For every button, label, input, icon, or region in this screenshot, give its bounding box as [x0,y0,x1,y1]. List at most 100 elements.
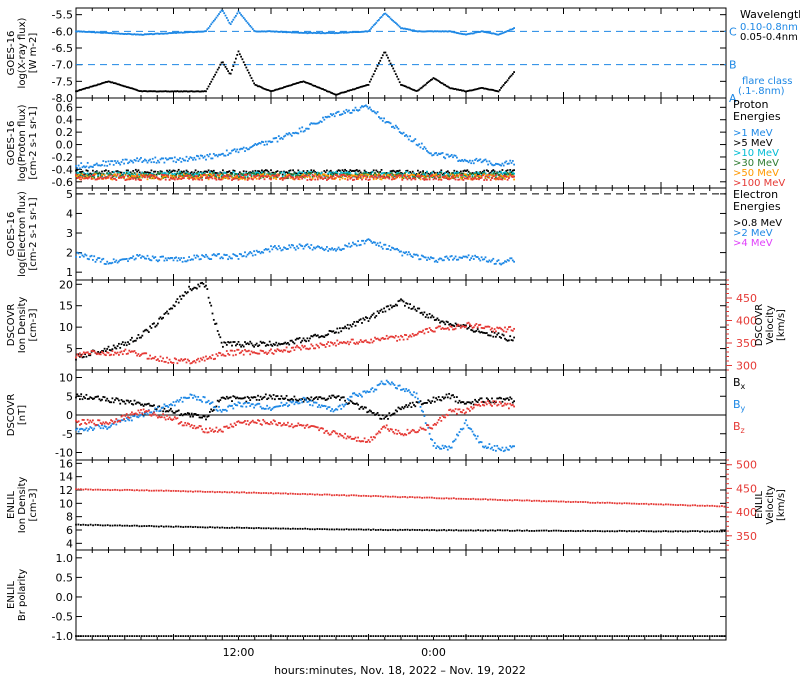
data-point [486,160,488,162]
data-point [197,284,199,286]
data-point [481,441,483,443]
data-point [105,161,107,163]
data-point [370,28,372,30]
data-point [343,406,345,408]
y-axis-title: DSCOVR [6,394,17,437]
data-point [388,16,390,18]
data-point [411,406,413,408]
data-point [201,155,203,157]
data-point [361,179,363,181]
data-point [405,251,407,253]
data-point [208,169,210,171]
data-point [313,175,315,177]
data-point [229,256,231,258]
data-point [125,342,127,344]
data-point [398,336,400,338]
data-point [79,167,81,169]
data-point [295,346,297,348]
data-point [197,256,199,258]
y-tick-label: -6.0 [52,25,73,38]
data-point [235,151,237,153]
legend-note: (.1-.8nm) [738,86,785,97]
data-point [420,171,422,173]
data-point [162,256,164,258]
data-point [162,407,164,409]
data-point [505,331,507,333]
data-point [476,323,478,325]
data-point [113,401,115,403]
data-point [474,435,476,437]
data-point [508,339,510,341]
data-point [195,396,197,398]
data-point [492,336,494,338]
data-point [430,317,432,319]
data-point [244,64,246,66]
data-point [318,404,320,406]
data-point [369,107,371,109]
data-point [249,405,251,407]
data-point [117,345,119,347]
data-point [217,69,219,71]
data-point [186,362,188,364]
data-point [503,262,505,264]
data-point [188,360,190,362]
data-point [192,259,194,261]
data-point [401,255,403,257]
data-point [110,177,112,179]
data-point [512,160,514,162]
data-point [264,178,266,180]
data-point [338,332,340,334]
data-point [100,427,102,429]
right-y-tick-label: 300 [736,360,757,373]
y-axis-title: GOES-16 [6,212,17,257]
data-point [175,176,177,178]
data-point [126,344,128,346]
data-point [294,173,296,175]
data-point [378,172,380,174]
data-point [336,340,338,342]
data-point [180,172,182,174]
data-point [459,431,461,433]
data-point [275,178,277,180]
data-point [205,159,207,161]
data-point [127,341,129,343]
data-point [269,173,271,175]
data-point [244,150,246,152]
data-point [169,359,171,361]
data-point [204,256,206,258]
data-point [424,333,426,335]
y-tick-label: 10 [59,321,73,334]
data-point [112,160,114,162]
data-point [235,354,237,356]
data-point [262,350,264,352]
data-point [145,160,147,162]
data-point [183,173,185,175]
data-point [282,179,284,181]
data-point [316,402,318,404]
data-point [329,406,331,408]
data-point [422,172,424,174]
data-point [235,178,237,180]
data-point [440,169,442,171]
legend-title: Energies [733,110,781,123]
data-point [216,17,218,19]
data-point [317,406,319,408]
data-point [374,242,376,244]
data-point [225,398,227,400]
data-point [486,179,488,181]
data-point [411,336,413,338]
data-point [403,301,405,303]
data-point [507,397,509,399]
data-point [143,405,145,407]
data-point [208,400,210,402]
data-point [217,156,219,158]
data-point [352,242,354,244]
data-point [460,171,462,173]
data-point [162,317,164,319]
data-point [143,256,145,258]
data-point [234,341,236,343]
data-point [287,342,289,344]
data-point [199,179,201,181]
data-point [284,404,286,406]
data-point [113,258,115,260]
